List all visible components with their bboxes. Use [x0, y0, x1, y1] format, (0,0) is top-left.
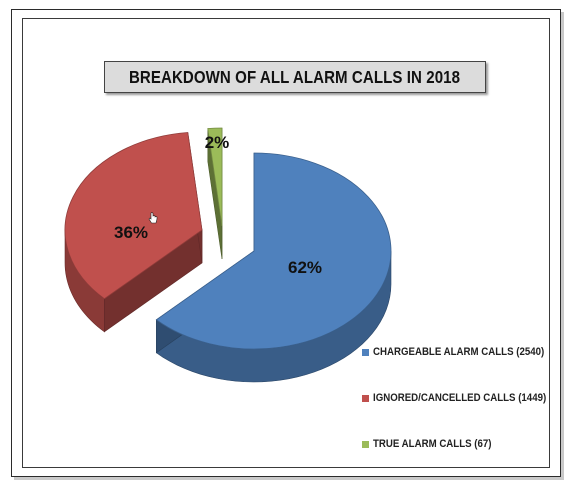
legend-swatch-true	[362, 440, 369, 448]
pie-slice-chargeable	[155, 152, 392, 350]
pie-slice-true	[207, 127, 223, 227]
legend-item-ignored: IGNORED/CANCELLED CALLS (1449)	[362, 392, 570, 404]
legend-item-true: TRUE ALARM CALLS (67)	[362, 438, 508, 450]
pie-tops	[64, 127, 392, 350]
legend-label-chargeable: CHARGEABLE ALARM CALLS (2540)	[373, 346, 545, 358]
pie-slice-ignored	[64, 132, 203, 300]
legend-item-chargeable: CHARGEABLE ALARM CALLS (2540)	[362, 346, 568, 358]
data-label-true: 2%	[205, 133, 230, 152]
data-label-ignored: 36%	[114, 223, 148, 242]
hand-pointer-icon	[148, 212, 158, 224]
legend-swatch-ignored	[362, 394, 369, 402]
data-label-chargeable: 62%	[288, 258, 322, 277]
legend-label-ignored: IGNORED/CANCELLED CALLS (1449)	[373, 392, 547, 404]
chart-title: BREAKDOWN OF ALL ALARM CALLS IN 2018	[129, 66, 461, 87]
chart-title-box: BREAKDOWN OF ALL ALARM CALLS IN 2018	[104, 61, 486, 93]
legend-label-true: TRUE ALARM CALLS (67)	[373, 438, 492, 450]
legend-swatch-chargeable	[362, 348, 369, 356]
